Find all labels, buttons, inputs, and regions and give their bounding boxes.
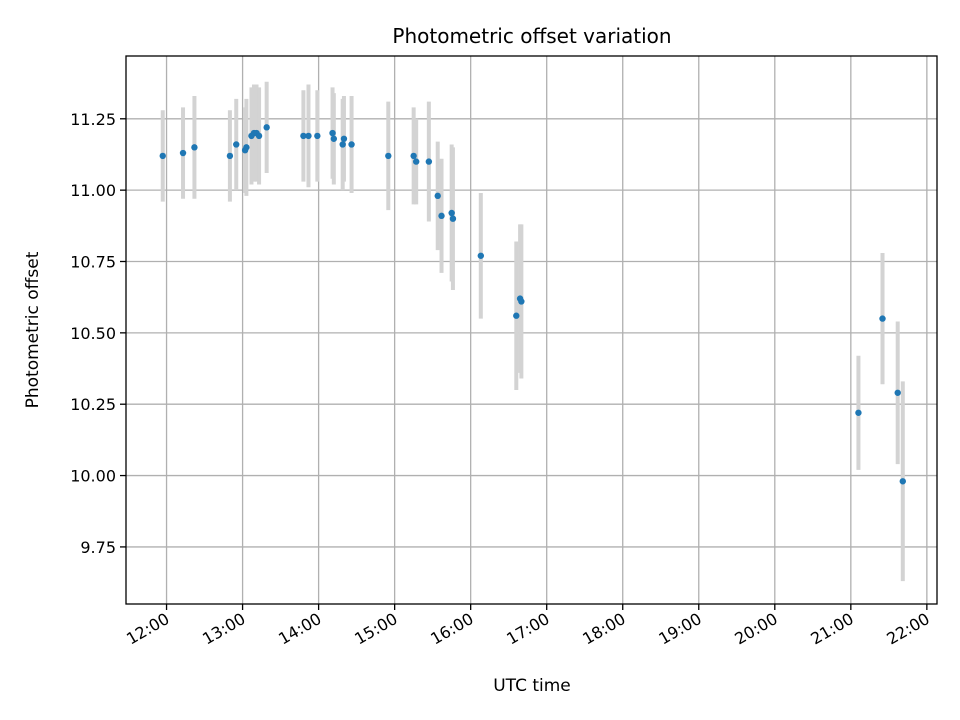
chart-title: Photometric offset variation (392, 24, 671, 48)
data-point (855, 409, 862, 416)
data-point (434, 192, 441, 200)
data-point (263, 124, 270, 131)
data-points (159, 124, 906, 485)
data-point (314, 132, 321, 140)
data-point (385, 152, 392, 160)
y-axis-label: Photometric offset (23, 251, 43, 408)
y-tick-label: 11.00 (70, 181, 116, 200)
data-point (513, 312, 520, 319)
plot-frame (125, 55, 938, 605)
data-point (449, 215, 457, 222)
y-tick-label: 10.75 (70, 253, 116, 272)
data-point (179, 149, 187, 157)
data-point (410, 152, 417, 160)
y-tick-label: 10.50 (70, 324, 116, 343)
data-point (894, 389, 901, 396)
y-tick-label: 11.25 (70, 110, 116, 129)
data-point (412, 158, 420, 165)
data-point (243, 144, 250, 151)
data-point (233, 141, 240, 148)
y-tick-labels: 9.75 10.00 10.25 10.50 10.75 11.00 11.25 (70, 110, 116, 557)
data-point (448, 209, 455, 217)
data-point (348, 141, 355, 148)
data-point (425, 158, 433, 165)
data-point (438, 212, 445, 220)
data-point (255, 132, 263, 140)
axis-ticks (120, 118, 928, 610)
y-tick-label: 10.00 (70, 467, 116, 486)
data-point (300, 132, 307, 140)
x-axis-label: UTC time (493, 676, 571, 696)
data-point (879, 315, 886, 322)
data-point (330, 135, 338, 142)
data-point (159, 152, 166, 160)
data-point (477, 252, 485, 259)
y-tick-label: 9.75 (80, 538, 116, 557)
y-tick-label: 10.25 (70, 395, 116, 414)
data-point (226, 152, 234, 160)
data-point (305, 132, 312, 140)
grid (126, 56, 937, 604)
data-point (518, 298, 525, 305)
data-point (191, 144, 198, 151)
data-point (339, 141, 346, 148)
data-point (329, 129, 336, 137)
data-point (899, 478, 906, 485)
data-point (340, 135, 348, 142)
